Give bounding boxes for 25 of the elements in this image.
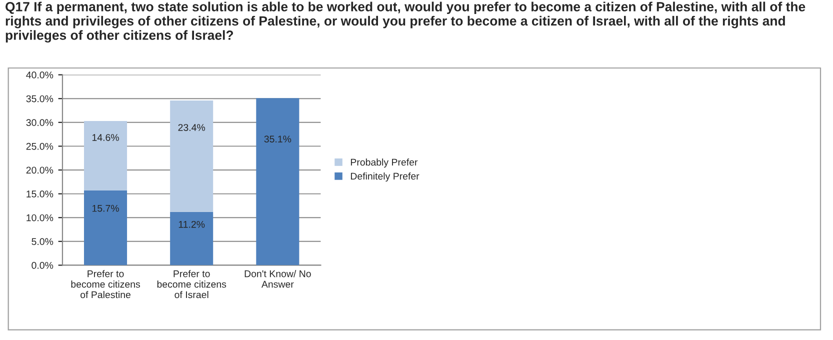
x-tick-label: Don't Know/ No Answer: [244, 270, 311, 288]
data-label: 14.6%: [92, 134, 119, 141]
bar: [170, 100, 214, 212]
data-label: 15.7%: [92, 204, 119, 212]
bar: [84, 120, 128, 190]
y-tick-label: 30.0%: [26, 119, 54, 126]
y-tick-label: 35.0%: [26, 95, 54, 102]
y-tick-label: 25.0%: [26, 142, 54, 150]
y-tick-label: 15.0%: [26, 190, 54, 198]
legend-label: Definitely Prefer: [350, 172, 420, 182]
y-tick-label: 20.0%: [26, 166, 54, 174]
bar: [256, 98, 300, 266]
y-tick-label: 40.0%: [26, 72, 54, 78]
x-tick-label: Prefer to become citizens of Israel: [157, 270, 226, 298]
y-tick-label: 0.0%: [32, 262, 54, 269]
legend-label: Probably Prefer: [350, 158, 418, 168]
bar: [170, 212, 214, 266]
text: Q17 If a permanent, two state solution is able to be worked out, would you prefer to become a citizen of Palestine, with all of the rights and privileges of other citizens of Palestine, or would you prefer to become a citizen of Israel, with all of the rights and privileges of other citizens of Israel?: [6, 2, 806, 43]
bar: [84, 190, 128, 266]
data-label: 11.2%: [178, 220, 205, 228]
data-label: 23.4%: [178, 124, 206, 131]
y-tick-label: 10.0%: [26, 214, 54, 222]
y-tick-label: 5.0%: [32, 238, 54, 246]
data-label: 35.1%: [264, 136, 292, 143]
x-tick-label: Prefer to become citizens of Palestine: [71, 270, 140, 298]
